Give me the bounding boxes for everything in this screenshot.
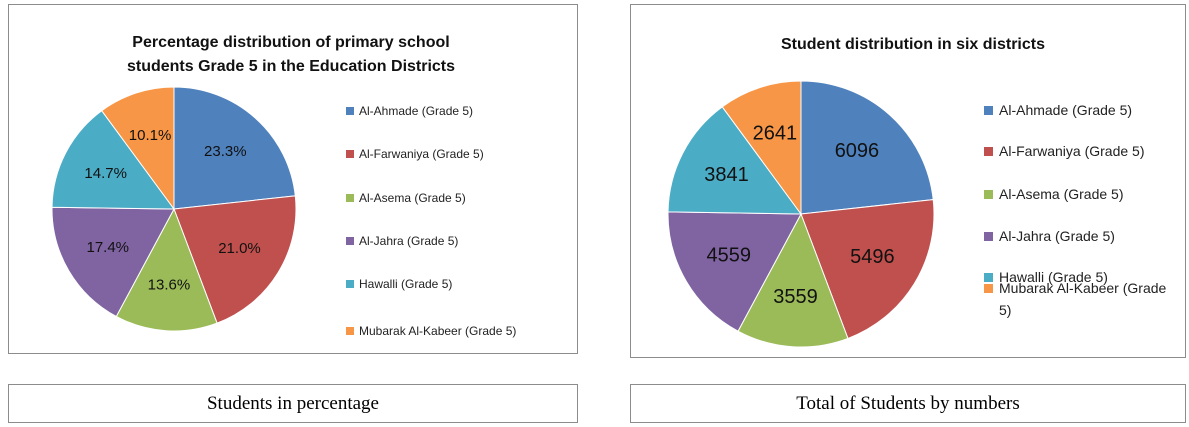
legend-swatch <box>984 272 993 282</box>
pie-slice <box>51 206 175 318</box>
legend-swatch <box>346 327 354 335</box>
legend-swatch <box>346 280 354 288</box>
data-label: 21.0% <box>218 240 261 257</box>
legend-swatch <box>346 107 354 115</box>
legend-label: Hawalli (Grade 5) <box>359 277 453 291</box>
pie-slice <box>115 207 218 332</box>
pie-slice <box>667 106 802 215</box>
data-label: 5496 <box>850 246 895 268</box>
legend-item: Hawalli (Grade 5) <box>346 274 579 294</box>
legend-swatch <box>984 283 993 293</box>
data-label: 17.4% <box>86 239 129 256</box>
data-label: 14.7% <box>84 165 127 182</box>
legend-item: Mubarak Al-Kabeer (Grade 5) <box>984 277 1174 321</box>
data-label: 4559 <box>706 245 751 267</box>
data-label: 10.1% <box>129 127 172 144</box>
caption: Students in percentage <box>8 384 578 423</box>
pie-slice <box>737 212 849 348</box>
legend-label: Hawalli (Grade 5) <box>999 269 1108 285</box>
chart-box: 23.3% 21.0% 13.6% 17.4% 14.7% 10.1% Percentage… <box>8 4 578 354</box>
pie-chart: 23.3% 21.0% 13.6% 17.4% 14.7% 10.1% <box>51 86 297 332</box>
legend-item: Al-Farwaniya (Grade 5) <box>984 140 1174 162</box>
pie-slice <box>101 86 175 211</box>
legend-label: Al-Farwaniya (Grade 5) <box>359 147 484 161</box>
chart-title: Percentage distribution of primary schoo… <box>126 34 456 75</box>
chart-box: 6096 5496 3559 4559 3841 2641 Student distribu… <box>630 4 1186 358</box>
legend-item: Hawalli (Grade 5) <box>984 266 1174 288</box>
legend-item: Al-Jahra (Grade 5) <box>346 231 579 251</box>
data-label: 2641 <box>753 123 798 145</box>
legend-label: Al-Ahmade (Grade 5) <box>359 104 474 118</box>
pie-slice <box>173 195 297 324</box>
data-label: 23.3% <box>204 143 247 160</box>
legend-label: Al-Asema (Grade 5) <box>999 186 1124 202</box>
legend-item: Mubarak Al-Kabeer (Grade 5) <box>346 321 579 341</box>
legend-swatch <box>984 105 993 115</box>
legend-label: Al-Ahmade (Grade 5) <box>999 102 1133 118</box>
legend-label: Al-Jahra (Grade 5) <box>359 234 459 248</box>
legend-label: Mubarak Al-Kabeer (Grade 5) <box>359 324 517 338</box>
legend-swatch <box>984 231 993 241</box>
legend-swatch <box>346 194 354 202</box>
pie-slice <box>800 80 934 215</box>
pie-slice <box>51 110 175 210</box>
pie-slice <box>800 199 935 340</box>
pie-slice <box>721 80 802 216</box>
chart-title: Student distribution in six districts <box>780 36 1045 53</box>
caption: Total of Students by numbers <box>630 384 1186 423</box>
legend-label: Al-Farwaniya (Grade 5) <box>999 143 1145 159</box>
pie-slice <box>667 211 802 332</box>
legend-swatch <box>346 237 354 245</box>
legend-swatch <box>984 189 993 199</box>
legend-item: Al-Jahra (Grade 5) <box>984 225 1174 247</box>
data-label: 3559 <box>773 286 818 308</box>
legend-item: Al-Ahmade (Grade 5) <box>984 99 1174 121</box>
legend-label: Mubarak Al-Kabeer (Grade 5) <box>999 280 1167 318</box>
legend-swatch <box>984 146 993 156</box>
legend-item: Al-Farwaniya (Grade 5) <box>346 144 579 164</box>
pie-slice <box>173 86 296 210</box>
legend-item: Al-Asema (Grade 5) <box>346 188 579 208</box>
legend-item: Al-Asema (Grade 5) <box>984 183 1174 205</box>
data-label: 13.6% <box>148 277 191 294</box>
data-label: 3841 <box>704 164 749 186</box>
legend-item: Al-Ahmade (Grade 5) <box>346 101 579 121</box>
legend-label: Al-Jahra (Grade 5) <box>999 228 1115 244</box>
data-label: 6096 <box>835 140 880 162</box>
legend-swatch <box>346 150 354 158</box>
legend-label: Al-Asema (Grade 5) <box>359 191 466 205</box>
